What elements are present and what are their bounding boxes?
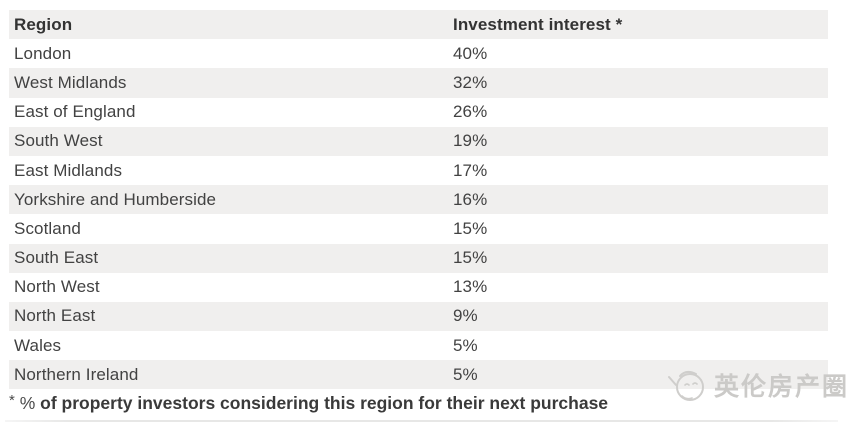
watermark-doodle-icon — [668, 370, 704, 401]
watermark-label: 英伦房产圈 — [714, 373, 846, 401]
investment-interest-table: Region Investment interest * London 40% … — [9, 10, 828, 390]
interest-cell: 32% — [453, 72, 488, 92]
region-cell: East Midlands — [14, 160, 123, 180]
table-row: North East 9% — [9, 301, 828, 332]
region-cell: Wales — [14, 335, 62, 355]
region-cell: Northern Ireland — [14, 364, 139, 384]
table-row: Yorkshire and Humberside 16% — [9, 185, 828, 215]
interest-cell: 16% — [453, 189, 488, 209]
bottom-divider — [5, 420, 838, 422]
interest-cell: 40% — [453, 43, 488, 63]
region-cell: South East — [14, 248, 99, 268]
interest-cell: 5% — [453, 364, 478, 384]
region-cell: Yorkshire and Humberside — [14, 189, 217, 209]
table-row: North West 13% — [9, 273, 828, 302]
region-cell: North West — [14, 277, 100, 297]
percent-glyph: % — [19, 393, 36, 413]
region-cell: North East — [14, 306, 96, 326]
interest-cell: 26% — [453, 102, 488, 122]
table-footnote: * % of property investors considering th… — [9, 392, 608, 414]
table-row: South East 15% — [9, 243, 828, 273]
region-cell: East of England — [14, 102, 136, 122]
interest-cell: 17% — [453, 160, 488, 180]
region-cell: West Midlands — [14, 72, 127, 92]
watermark: 英伦房产圈 — [666, 363, 846, 407]
table-row: South West 19% — [9, 126, 828, 156]
table-row: East Midlands 17% — [9, 156, 828, 185]
interest-cell: 13% — [453, 277, 488, 297]
table-row: East of England 26% — [9, 98, 828, 127]
table-row: Scotland 15% — [9, 214, 828, 243]
table-row: London 40% — [9, 39, 828, 68]
region-cell: South West — [14, 131, 103, 151]
table-header-row: Region Investment interest * — [9, 10, 828, 40]
interest-cell: 15% — [453, 248, 488, 268]
asterisk-glyph: * — [9, 392, 15, 409]
region-cell: London — [14, 43, 72, 63]
interest-cell: 9% — [453, 306, 478, 326]
interest-cell: 19% — [453, 131, 488, 151]
interest-cell: 15% — [453, 218, 488, 238]
table-row: Wales 5% — [9, 331, 828, 360]
interest-cell: 5% — [453, 335, 478, 355]
column-header-investment-interest: Investment interest * — [453, 14, 623, 34]
footnote-marker: * % — [9, 392, 36, 413]
table-row: West Midlands 32% — [9, 68, 828, 98]
table-body: London 40% West Midlands 32% East of Eng… — [9, 39, 828, 390]
region-cell: Scotland — [14, 218, 81, 238]
column-header-region: Region — [14, 14, 73, 34]
footnote-text: of property investors considering this r… — [40, 393, 609, 413]
